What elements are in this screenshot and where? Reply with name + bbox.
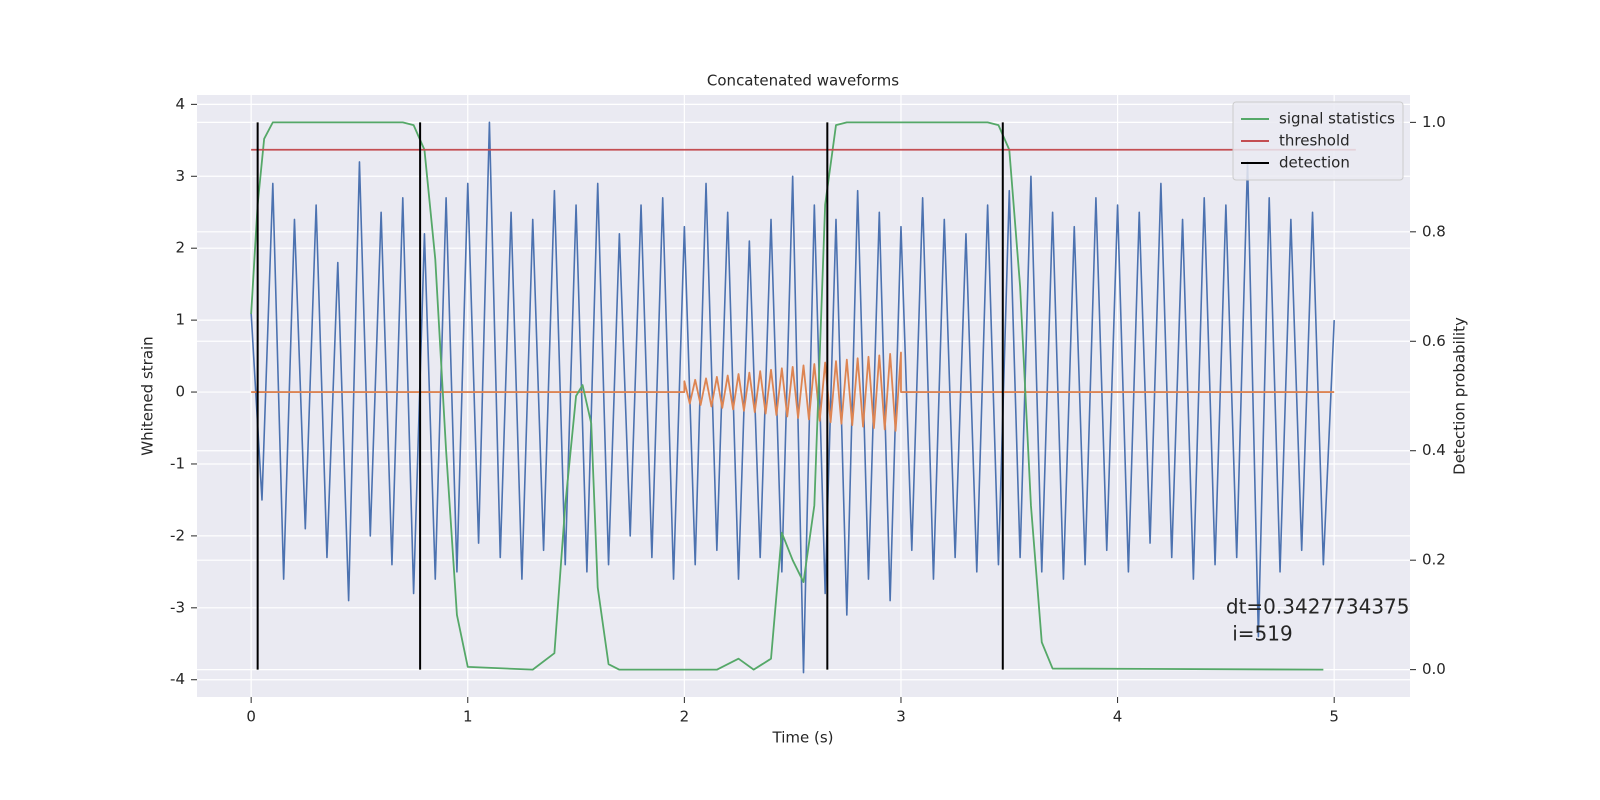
series-line	[251, 351, 1335, 432]
y2-tick-label: 0.6	[1422, 332, 1446, 350]
annotation: dt=0.3427734375	[1226, 594, 1410, 618]
y-tick-label: -4	[170, 670, 185, 688]
y-tick-label: 2	[175, 239, 185, 257]
y-tick-label: 0	[175, 383, 185, 401]
legend-label: threshold	[1279, 132, 1350, 150]
y2-axis-label: Detection probability	[1451, 317, 1469, 475]
x-tick-label: 2	[680, 708, 690, 726]
y2-tick-label: 0.2	[1422, 551, 1446, 569]
y2-tick-label: 1.0	[1422, 113, 1446, 131]
y2-tick-label: 0.8	[1422, 222, 1446, 240]
x-tick-label: 0	[246, 708, 256, 726]
x-axis-label: Time (s)	[772, 729, 834, 747]
series-line	[250, 121, 1335, 674]
legend-label: detection	[1279, 154, 1350, 172]
y-tick-label: -2	[170, 526, 185, 544]
legend-label: signal statistics	[1279, 110, 1395, 128]
marks	[250, 121, 1356, 674]
y-tick-label: 3	[175, 167, 185, 185]
series-line	[250, 121, 1324, 671]
x-tick-label: 3	[896, 708, 906, 726]
x-tick-label: 1	[463, 708, 473, 726]
y-tick-label: 1	[175, 311, 185, 329]
y2-tick-label: 0.0	[1422, 660, 1446, 678]
axes: 0 1 2 3 4 5 -4 -3 -2 -1 0 1 2 3 4 0.0 0.2 0.4 0.6 0.8 1.0 dt=…	[170, 95, 1446, 726]
y2-tick-label: 0.4	[1422, 441, 1446, 459]
x-tick-label: 5	[1329, 708, 1339, 726]
y-axis-label: Whitened strain	[139, 336, 157, 455]
plot-background	[197, 95, 1410, 697]
annotation: i=519	[1226, 621, 1293, 645]
chart-title: Concatenated waveforms	[707, 72, 899, 90]
y-tick-label: 4	[175, 95, 185, 113]
y-tick-label: -3	[170, 598, 185, 616]
y-tick-label: -1	[170, 454, 185, 472]
legend: signal statistics threshold detection	[1232, 101, 1404, 181]
legend-box	[1232, 101, 1404, 181]
x-tick-label: 4	[1113, 708, 1123, 726]
